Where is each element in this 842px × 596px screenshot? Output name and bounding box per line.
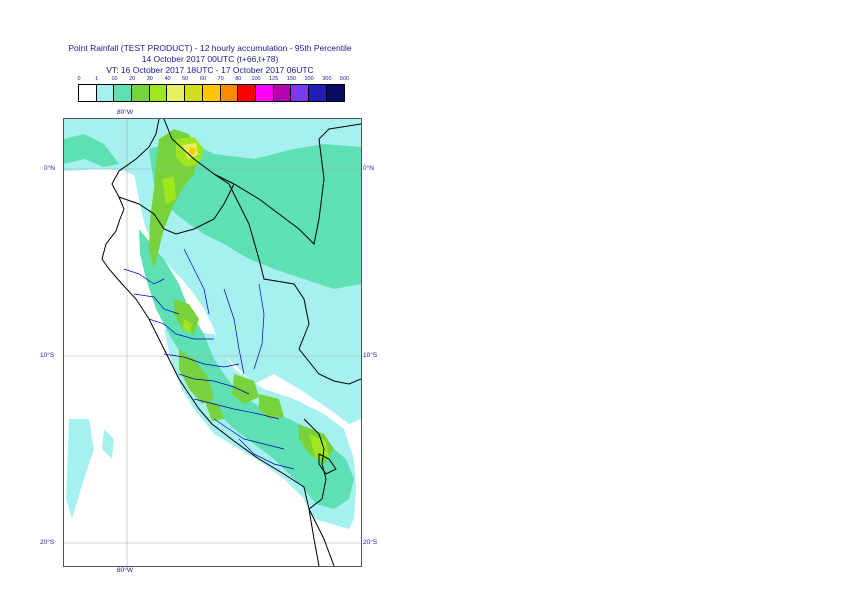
legend-threshold-label: 125: [269, 76, 279, 82]
legend-threshold-label: 100: [251, 76, 261, 82]
legend-swatch: [114, 85, 133, 101]
legend-swatch: [167, 85, 186, 101]
legend-swatch: [255, 85, 274, 101]
legend-threshold-label: 70: [217, 76, 224, 82]
legend-swatch: [202, 85, 221, 101]
legend-threshold-label: 200: [304, 76, 314, 82]
legend-threshold-label: 60: [199, 76, 206, 82]
legend-swatch: [79, 85, 97, 101]
legend-threshold-label: 500: [339, 76, 350, 82]
map-canvas: [64, 119, 361, 566]
legend-threshold-label: 10: [111, 76, 118, 82]
legend-threshold-label: 1: [95, 76, 99, 82]
color-legend: [78, 84, 346, 102]
graticule: [64, 119, 361, 566]
lat-label-eq-left: 0°N: [44, 165, 55, 172]
legend-swatch: [220, 85, 239, 101]
lat-label-10s-right: 10°S: [363, 352, 378, 359]
legend-swatch: [326, 85, 345, 101]
legend-swatch: [96, 85, 115, 101]
legend-threshold-labels: 0 1 10 20 30 40 50 60 70 80 100 125 150 200 300 500: [77, 76, 350, 84]
legend-threshold-label: 30: [146, 76, 153, 82]
lat-label-eq-right: 0°N: [363, 165, 374, 172]
country-borders: [101, 119, 361, 566]
legend-swatch: [273, 85, 292, 101]
run-time-label: 14 October 2017 00UTC (t+66,t+78): [141, 54, 279, 64]
lat-label-20s-left: 20°S: [40, 539, 55, 546]
legend-threshold-label: 50: [182, 76, 189, 82]
legend-swatch: [149, 85, 168, 101]
region-borders: [123, 248, 295, 470]
lon-label-bottom: 80°W: [117, 567, 133, 574]
legend-threshold-label: 0: [77, 76, 81, 82]
legend-swatch: [132, 85, 150, 101]
legend-swatch: [308, 85, 327, 101]
lat-label-10s-left: 10°S: [40, 352, 55, 359]
legend-swatch: [185, 85, 203, 101]
lat-label-20s-right: 20°S: [363, 539, 378, 546]
legend-threshold-label: 80: [235, 76, 242, 82]
rainfall-map: [63, 118, 362, 567]
legend-threshold-label: 20: [129, 76, 136, 82]
map-title: Point Rainfall (TEST PRODUCT) - 12 hourl…: [68, 43, 352, 53]
legend-threshold-label: 150: [286, 76, 296, 82]
legend-swatch: [238, 85, 256, 101]
legend-threshold-label: 300: [322, 76, 332, 82]
lon-label-top: 80°W: [117, 109, 133, 116]
legend-swatch: [291, 85, 309, 101]
validity-time-label: VT: 16 October 2017 18UTC - 17 October 2…: [106, 65, 314, 75]
legend-threshold-label: 40: [164, 76, 171, 82]
